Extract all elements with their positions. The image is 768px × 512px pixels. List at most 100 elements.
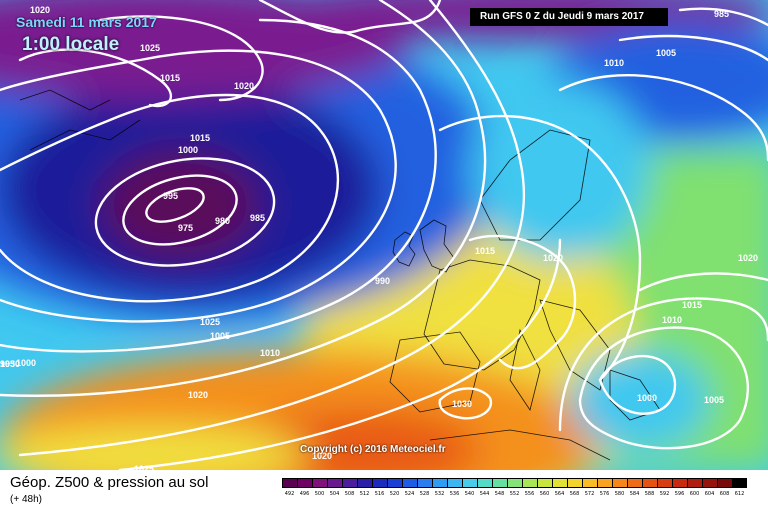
isobar <box>598 354 677 415</box>
isobar-label: 1020 <box>543 253 563 263</box>
isobar-label: 1000 <box>16 358 36 368</box>
scale-label: 516 <box>374 491 385 497</box>
scale-swatch <box>477 478 492 488</box>
scale-swatch <box>402 478 417 488</box>
isobar <box>0 49 397 323</box>
scale-swatch <box>552 478 567 488</box>
scale-swatch <box>717 478 732 488</box>
isobar <box>98 15 264 102</box>
scale-swatch <box>372 478 387 488</box>
isobar-label: 1025 <box>140 43 160 53</box>
isobar-label: 1010 <box>662 315 682 325</box>
scale-label: 520 <box>389 491 400 497</box>
isobar <box>122 174 238 246</box>
scale-label: 560 <box>539 491 550 497</box>
copyright: Copyright (c) 2016 Meteociel.fr <box>300 444 446 455</box>
isobar <box>0 0 487 397</box>
scale-label: 512 <box>359 491 370 497</box>
scale-label: 536 <box>449 491 460 497</box>
scale-label: 568 <box>569 491 580 497</box>
scale-label: 608 <box>719 491 730 497</box>
chart-subtitle: (+ 48h) <box>10 494 42 505</box>
scale-swatch <box>432 478 447 488</box>
scale-label: 572 <box>584 491 595 497</box>
isobar-label: 1000 <box>637 393 657 403</box>
isobar <box>468 234 577 370</box>
isobar-label: 1020 <box>738 253 758 263</box>
scale-label: 544 <box>479 491 490 497</box>
scale-label: 588 <box>644 491 655 497</box>
isobar-label: 985 <box>714 9 729 19</box>
scale-swatch <box>582 478 597 488</box>
scale-swatch <box>357 478 372 488</box>
isobar <box>558 297 768 432</box>
isobar <box>558 73 768 162</box>
run-info: Run GFS 0 Z du Jeudi 9 mars 2017 <box>480 11 644 22</box>
scale-swatch <box>492 478 507 488</box>
isobar-label: 1020 <box>188 390 208 400</box>
scale-swatch <box>672 478 687 488</box>
isobar-label: 1005 <box>210 331 230 341</box>
scale-swatch <box>732 478 747 488</box>
color-scale <box>282 478 747 488</box>
isobar-label: 1025 <box>200 317 220 327</box>
isobar <box>145 187 205 223</box>
scale-swatch <box>522 478 537 488</box>
scale-swatch <box>537 478 552 488</box>
isobar <box>258 0 442 34</box>
isobar-label: 1005 <box>656 48 676 58</box>
isobar-label: 1025 <box>134 464 154 470</box>
scale-swatch <box>597 478 612 488</box>
isobar <box>18 48 173 108</box>
isobar-label: 1015 <box>682 300 702 310</box>
scale-label: 524 <box>404 491 415 497</box>
isobar-label: 1015 <box>160 73 180 83</box>
scale-label: 576 <box>599 491 610 497</box>
isobar-label: 1000 <box>178 145 198 155</box>
scale-label: 564 <box>554 491 565 497</box>
scale-label: 596 <box>674 491 685 497</box>
scale-swatch <box>642 478 657 488</box>
scale-swatch <box>297 478 312 488</box>
scale-label: 580 <box>614 491 625 497</box>
scale-swatch <box>567 478 582 488</box>
isobar-label: 1015 <box>190 133 210 143</box>
isobar-label: 1020 <box>30 5 50 15</box>
isobar <box>94 157 276 267</box>
isobar-label: 1020 <box>234 81 254 91</box>
scale-label: 500 <box>314 491 325 497</box>
isobar-label: 980 <box>215 216 230 226</box>
legend-footer <box>0 470 768 512</box>
geopotential-shading <box>0 0 768 470</box>
scale-swatch <box>282 478 297 488</box>
color-scale-labels: 492 496 500 504 508 512 516 520 524 528 532 536 540 5… <box>282 491 747 497</box>
isobar-label: 1010 <box>260 348 280 358</box>
scale-swatch <box>507 478 522 488</box>
scale-label: 508 <box>344 491 355 497</box>
isobar <box>438 387 493 420</box>
isobar <box>578 326 750 450</box>
isobar-label: 1030 <box>0 359 20 369</box>
scale-swatch <box>312 478 327 488</box>
scale-label: 612 <box>734 491 745 497</box>
isobar-label: 975 <box>178 223 193 233</box>
isobar <box>0 93 339 303</box>
scale-label: 592 <box>659 491 670 497</box>
isobar <box>438 114 642 382</box>
scale-swatch <box>702 478 717 488</box>
scale-label: 552 <box>509 491 520 497</box>
isobar <box>18 0 526 457</box>
isobar-label: 985 <box>250 213 265 223</box>
scale-label: 548 <box>494 491 505 497</box>
scale-swatch <box>687 478 702 488</box>
isobar <box>638 272 768 292</box>
isobar <box>118 238 562 470</box>
isobar-label: 1020 <box>312 451 332 461</box>
scale-label: 532 <box>434 491 445 497</box>
scale-label: 604 <box>704 491 715 497</box>
scale-swatch <box>342 478 357 488</box>
isobar-label: 1010 <box>604 58 624 68</box>
forecast-time: 1:00 locale <box>22 34 120 55</box>
